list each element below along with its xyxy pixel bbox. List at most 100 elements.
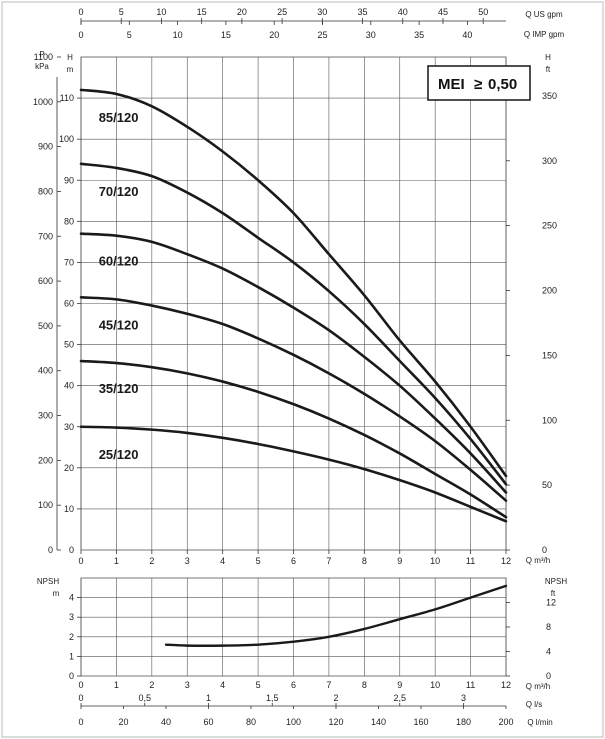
head-ft-axis-title: H: [545, 53, 551, 62]
head-ft-axis-unit: ft: [546, 65, 551, 74]
imp-gpm-tick-label: 5: [127, 30, 132, 40]
mei-label: MEI: [438, 76, 465, 93]
x-tick-label: 5: [256, 556, 261, 566]
m-tick-label: 60: [64, 299, 74, 309]
x-tick-label: 11: [466, 556, 475, 566]
x-tick-label: 4: [220, 556, 225, 566]
ft-tick-label: 100: [542, 415, 557, 425]
pressure-axis-unit: kPa: [35, 62, 49, 71]
npsh-ft-tick-label: 4: [546, 647, 551, 657]
npsh-x-tick-label: 8: [362, 680, 367, 690]
head-curve-85-120: [79, 88, 508, 478]
ft-tick-label: 300: [542, 156, 557, 166]
curve-label-60-120: 60/120: [99, 254, 139, 269]
npsh-x-tick-label: 7: [326, 680, 331, 690]
curve-label-70-120: 70/120: [99, 184, 139, 199]
npsh-curve: [164, 584, 508, 647]
us-gpm-tick-label: 40: [398, 7, 408, 17]
x-tick-label: 12: [501, 556, 511, 566]
npsh-ft-tick-label: 0: [546, 671, 551, 681]
x-tick-label: 2: [149, 556, 154, 566]
head-curve-60-120: [79, 232, 508, 494]
ft-tick-label: 0: [542, 545, 547, 555]
ls-tick-label: 3: [461, 693, 466, 703]
main-x-unit-label: Q m³/h: [526, 556, 550, 565]
npsh-left-axis-title: NPSH: [37, 577, 59, 586]
npsh-m-tick-label: 3: [69, 612, 74, 622]
lmin-tick-label: 20: [118, 717, 128, 727]
bottom-lmin-unit-label: Q l/min: [527, 718, 552, 727]
imp-gpm-tick-label: 20: [269, 30, 279, 40]
head-m-axis-title: H: [67, 53, 73, 62]
mei-value: 0,50: [488, 76, 517, 93]
npsh-x-tick-label: 6: [291, 680, 296, 690]
m-tick-label: 110: [60, 93, 74, 103]
imp-gpm-tick-label: 15: [221, 30, 231, 40]
head-curve-70-120: [79, 162, 508, 486]
us-gpm-tick-label: 35: [358, 7, 368, 17]
lmin-tick-label: 0: [78, 717, 83, 727]
bottom-m3h-unit-label: Q m³/h: [526, 682, 550, 691]
head-curve-45-120: [79, 296, 508, 502]
m-tick-label: 70: [64, 257, 74, 267]
kpa-tick-label: 100: [38, 500, 53, 510]
x-tick-label: 9: [397, 556, 402, 566]
lmin-tick-label: 60: [203, 717, 213, 727]
lmin-tick-label: 120: [328, 717, 343, 727]
kpa-tick-label: 800: [38, 186, 53, 196]
npsh-right-axis-unit: ft: [551, 589, 556, 598]
kpa-tick-label: 600: [38, 276, 53, 286]
curve-label-85-120: 85/120: [99, 110, 139, 125]
npsh-left-axis-unit: m: [53, 589, 60, 598]
m-tick-label: 10: [64, 504, 74, 514]
x-tick-label: 0: [78, 556, 83, 566]
m-tick-label: 100: [59, 134, 74, 144]
imp-gpm-tick-label: 35: [414, 30, 424, 40]
npsh-x-tick-label: 3: [185, 680, 190, 690]
npsh-right-axis-title: NPSH: [545, 577, 567, 586]
us-gpm-tick-label: 0: [78, 7, 83, 17]
kpa-tick-label: 500: [38, 321, 53, 331]
ls-tick-label: 1,5: [266, 693, 279, 703]
head-curves: [79, 88, 508, 523]
us-gpm-tick-label: 10: [156, 7, 166, 17]
x-tick-label: 6: [291, 556, 296, 566]
m-tick-label: 30: [64, 422, 74, 432]
imp-gpm-tick-label: 25: [318, 30, 328, 40]
ls-tick-label: 0: [78, 693, 83, 703]
x-tick-label: 10: [430, 556, 440, 566]
ft-tick-label: 200: [542, 286, 557, 296]
head-curve-labels: 85/120 70/120 60/120 45/120 35/120 25/120: [99, 110, 139, 462]
npsh-x-tick-label: 5: [256, 680, 261, 690]
lmin-tick-label: 40: [161, 717, 171, 727]
curve-label-35-120: 35/120: [99, 381, 139, 396]
npsh-m-tick-label: 1: [69, 651, 74, 661]
m-tick-label: 20: [64, 463, 74, 473]
ft-tick-label: 250: [542, 221, 557, 231]
x-tick-label: 3: [185, 556, 190, 566]
imp-gpm-tick-label: 10: [173, 30, 183, 40]
npsh-x-tick-label: 1: [114, 680, 119, 690]
x-tick-label: 1: [114, 556, 119, 566]
ls-tick-label: 1: [206, 693, 211, 703]
ls-tick-label: 2,5: [393, 693, 406, 703]
head-curve-35-120: [79, 359, 508, 519]
kpa-tick-label: 200: [38, 455, 53, 465]
m-tick-label: 50: [64, 340, 74, 350]
us-gpm-tick-label: 15: [197, 7, 207, 17]
x-tick-label: 8: [362, 556, 367, 566]
curve-label-45-120: 45/120: [99, 317, 139, 332]
npsh-m-tick-label: 0: [69, 671, 74, 681]
kpa-tick-label: 1000: [33, 97, 53, 107]
ft-tick-label: 50: [542, 480, 552, 490]
m-tick-label: 0: [69, 545, 74, 555]
imp-gpm-tick-label: 30: [366, 30, 376, 40]
head-m-axis-unit: m: [67, 65, 74, 74]
ft-tick-label: 350: [542, 91, 557, 101]
kpa-tick-label: 700: [38, 231, 53, 241]
kpa-tick-label: 300: [38, 411, 53, 421]
npsh-x-tick-label: 0: [78, 680, 83, 690]
imp-gpm-tick-label: 40: [462, 30, 472, 40]
kpa-tick-label: 400: [38, 366, 53, 376]
lmin-tick-label: 160: [413, 717, 428, 727]
